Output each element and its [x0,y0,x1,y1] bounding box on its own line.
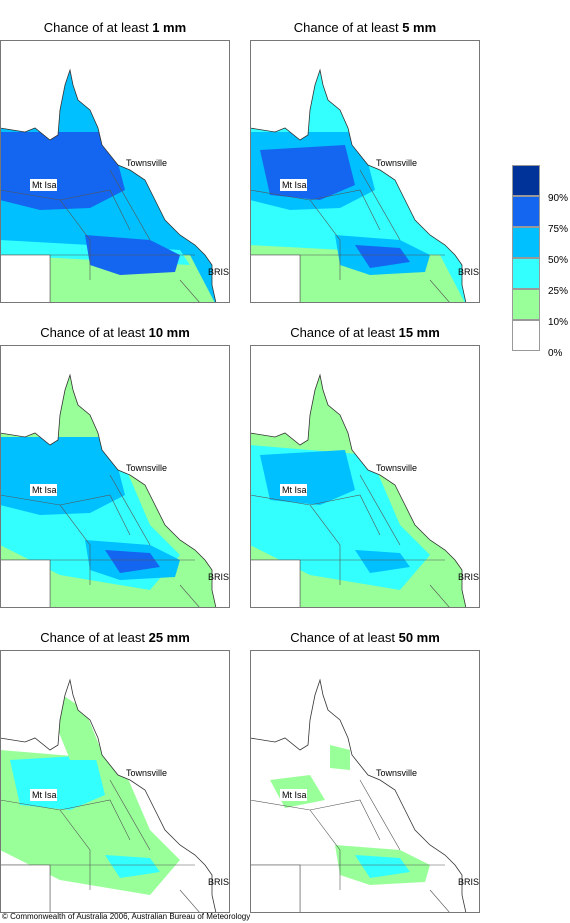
legend-swatch [512,289,540,320]
place-label: Townsville [376,463,417,473]
coast [250,373,467,608]
coast [0,678,217,913]
coast [250,68,467,303]
place-label: Townsville [126,768,167,778]
place-label: Mt Isa [282,790,307,800]
title-text: Chance of at least [290,630,395,645]
inset-box [0,864,51,913]
rain-area [55,690,105,760]
title-amount: 15 mm [398,325,440,340]
frame [250,650,480,913]
rain-layers [270,745,430,885]
inset-box [0,559,51,608]
legend-label: 0% [548,348,563,359]
title-text: Chance of at least [40,325,145,340]
place-box [30,179,57,191]
title-amount: 5 mm [402,20,437,35]
place-label: BRIS [208,877,229,887]
place-box [30,789,57,801]
inset-box [250,864,301,913]
rain-layers [0,690,180,895]
coast [0,373,217,608]
rain-area [105,550,160,573]
inset-box [250,254,301,303]
place-label: Mt Isa [32,180,57,190]
panel-title: Chance of at least 5 mm [250,20,480,35]
title-text: Chance of at least [293,20,399,35]
rain-area [0,437,125,515]
panel-title: Chance of at least 25 mm [0,630,230,645]
rain-area [355,245,410,268]
panel-title: Chance of at least 10 mm [0,325,230,340]
rain-area [355,855,410,878]
legend-swatch [512,165,540,196]
place-label: Townsville [126,158,167,168]
title-amount: 50 mm [398,630,440,645]
map: Townsville Mt Isa BRIS [250,40,480,303]
place-label: BRIS [208,267,229,277]
place-box [30,484,57,496]
place-label: Mt Isa [32,790,57,800]
title-amount: 10 mm [148,325,190,340]
frame [0,40,230,303]
title-text: Chance of at least [43,20,149,35]
inset-box [0,254,51,303]
copyright: © Commonwealth of Australia 2006, Austra… [2,912,251,921]
frame [0,345,230,608]
place-box [280,789,307,801]
map: Townsville Mt Isa BRIS [250,345,480,608]
rain-area [105,855,160,878]
inset-box [250,559,301,608]
title-text: Chance of at least [40,630,145,645]
place-label: BRIS [458,877,479,887]
legend-label: 50% [548,255,569,266]
place-label: BRIS [208,572,229,582]
coast [0,68,217,303]
frame [250,345,480,608]
place-label: Mt Isa [282,180,307,190]
rain-area [0,132,125,210]
title-amount: 1 mm [152,20,187,35]
coast [250,678,467,913]
legend-swatch [512,320,540,351]
place-label: Mt Isa [32,485,57,495]
place-label: Townsville [376,158,417,168]
legend-label: 90% [548,193,569,204]
map: Townsville Mt Isa BRIS [0,40,230,303]
map: Townsville Mt Isa BRIS [0,345,230,608]
frame [250,40,480,303]
place-label: Mt Isa [282,485,307,495]
legend-label: 10% [548,317,569,328]
legend-label: 75% [548,224,569,235]
legend-swatch [512,258,540,289]
panel-title: Chance of at least 15 mm [250,325,480,340]
panel-title: Chance of at least 1 mm [0,20,230,35]
map: Townsville Mt Isa BRIS [250,650,480,913]
title-amount: 25 mm [148,630,190,645]
legend-label: 25% [548,286,569,297]
place-label: BRIS [458,267,479,277]
place-label: Townsville [126,463,167,473]
title-text: Chance of at least [290,325,395,340]
place-box [280,179,307,191]
place-label: BRIS [458,572,479,582]
legend-swatch [512,227,540,258]
panel-title: Chance of at least 50 mm [250,630,480,645]
frame [0,650,230,913]
map: Townsville Mt Isa BRIS [0,650,230,913]
place-label: Townsville [376,768,417,778]
rain-area [355,550,410,573]
legend-swatch [512,196,540,227]
place-box [280,484,307,496]
